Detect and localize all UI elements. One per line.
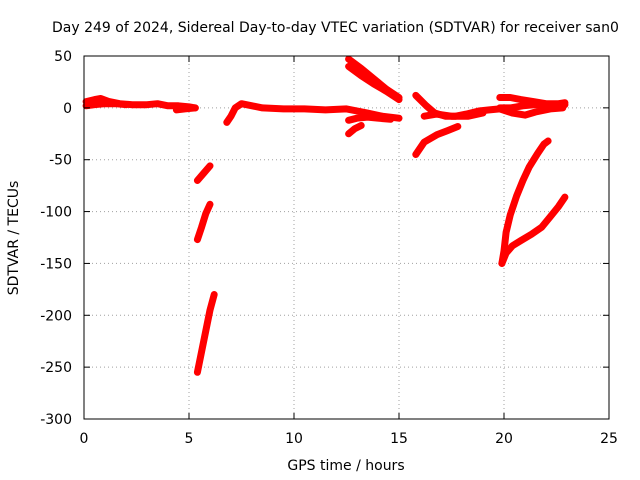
y-tick-label: 0: [63, 101, 72, 117]
x-tick-labels: 0 5 10 15 20 25: [80, 431, 618, 447]
y-tick-label: -100: [40, 205, 72, 221]
axis-ticks: [83, 55, 610, 420]
series-arc-12: [412, 123, 462, 158]
series-arc-10: [345, 62, 403, 104]
series-arc-4: [193, 200, 214, 244]
y-tick-label: -200: [40, 308, 72, 324]
series-arc-17: [498, 193, 569, 267]
x-tick-label: 5: [185, 431, 194, 447]
series-arc-13: [420, 109, 487, 120]
y-tick-label: -250: [40, 360, 72, 376]
x-tick-label: 15: [390, 431, 408, 447]
data-traces: [82, 55, 569, 376]
series-arc-1b: [82, 100, 130, 110]
y-tick-labels: 50 0 -50 -100 -150 -200 -250 -300: [40, 49, 72, 428]
y-tick-label: -300: [40, 412, 72, 428]
x-tick-label: 25: [600, 431, 618, 447]
series-arc-15: [496, 101, 569, 112]
series-arc-2: [172, 104, 199, 114]
chart-title: Day 249 of 2024, Sidereal Day-to-day VTE…: [52, 20, 619, 36]
y-tick-label: -150: [40, 256, 72, 272]
y-tick-label: 50: [54, 49, 72, 65]
y-tick-label: -50: [49, 153, 72, 169]
series-arc-5: [193, 291, 218, 376]
y-axis-label: SDTVAR / TECUs: [6, 181, 22, 296]
series-arc-7: [345, 113, 395, 124]
x-tick-label: 0: [80, 431, 89, 447]
x-tick-label: 10: [285, 431, 303, 447]
series-arc-8: [345, 122, 365, 138]
x-axis-label: GPS time / hours: [287, 458, 404, 474]
series-arc-6: [223, 100, 403, 126]
x-tick-label: 20: [495, 431, 513, 447]
plot-frame: [83, 55, 610, 420]
series-arc-16: [498, 137, 552, 267]
series-arc-3: [193, 162, 214, 184]
